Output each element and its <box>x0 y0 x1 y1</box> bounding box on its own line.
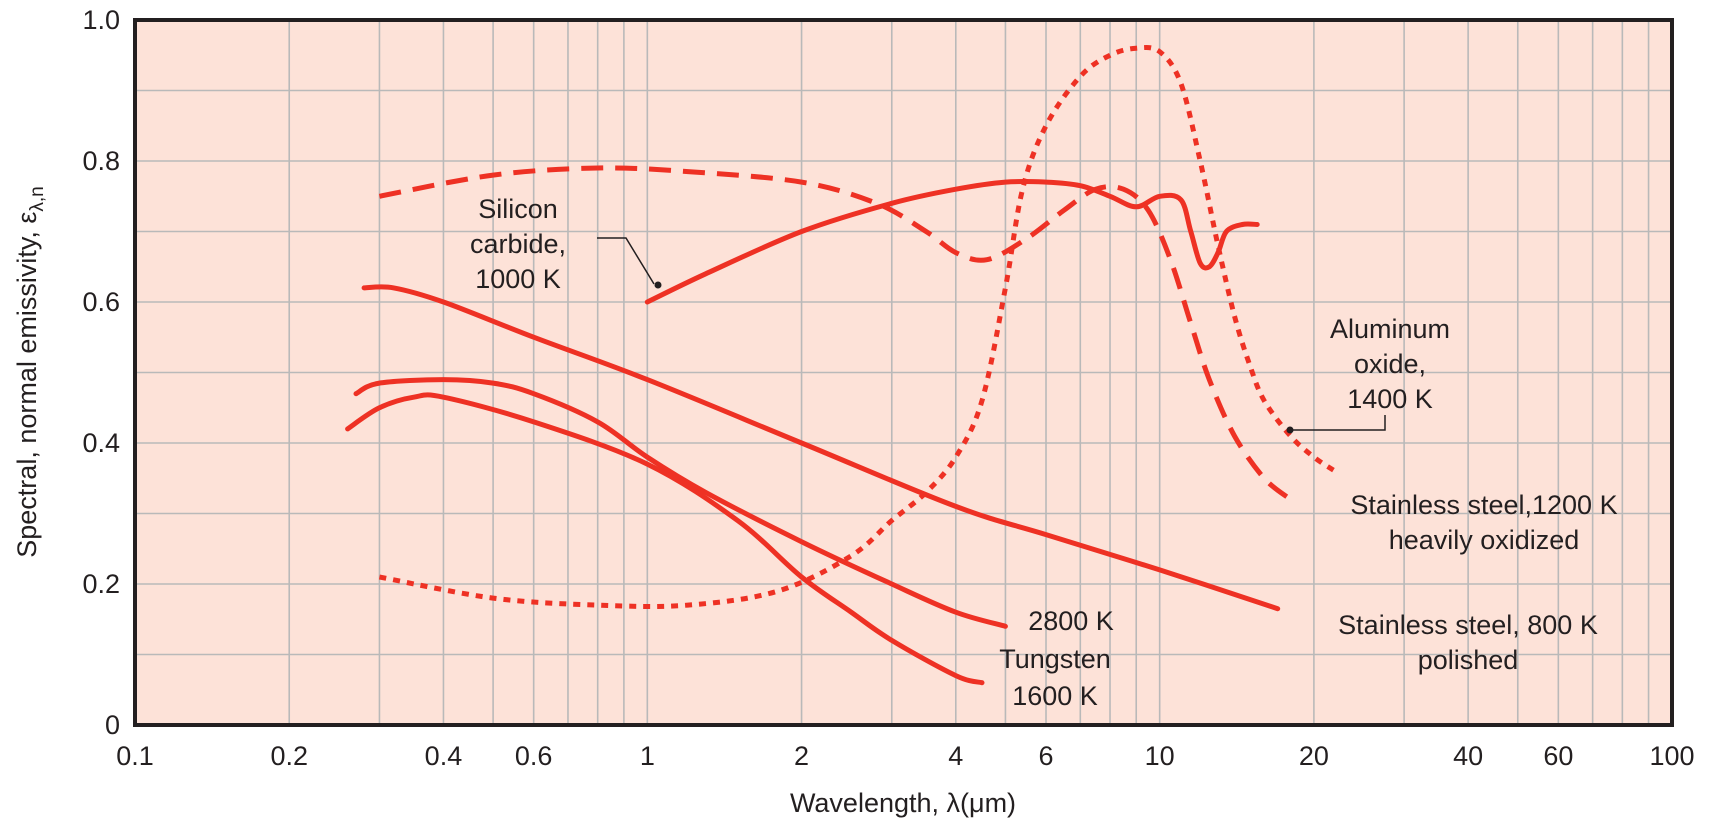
y-axis-tick-labels: 0 0.2 0.4 0.6 0.8 1.0 <box>82 5 120 740</box>
x-tick-label: 20 <box>1299 741 1329 771</box>
y-tick-label: 0.2 <box>82 569 120 599</box>
annotation-line: 2800 K <box>1028 606 1114 636</box>
annotation-ss800: Stainless steel, 800 K polished <box>1338 610 1598 675</box>
grid <box>135 20 1672 725</box>
annotation-w1600: Tungsten 1600 K <box>999 644 1111 711</box>
series-line-tungsten-1600-k <box>345 392 985 686</box>
series-line-stainless-steel-800-k-polished <box>361 284 1281 612</box>
plot-frame <box>133 18 1674 727</box>
y-tick-label: 0.8 <box>82 146 120 176</box>
x-tick-label: 2 <box>794 741 809 771</box>
x-tick-label: 6 <box>1038 741 1053 771</box>
annotation-ss1200: Stainless steel,1200 K heavily oxidized <box>1350 490 1617 555</box>
y-axis-title: Spectral, normal emissivity, ελ,n <box>12 186 48 557</box>
x-tick-label: 60 <box>1543 741 1573 771</box>
y-tick-label: 0 <box>105 710 120 740</box>
series-line-tungsten-2800-k <box>353 377 1008 629</box>
annotation-line: Stainless steel,1200 K <box>1350 490 1617 520</box>
series-group <box>345 45 1337 686</box>
x-tick-label: 0.2 <box>270 741 308 771</box>
annotation-line: Stainless steel, 800 K <box>1338 610 1598 640</box>
annotation-line: 1400 K <box>1347 384 1433 414</box>
x-axis-title: Wavelength, λ(μm) <box>790 788 1016 818</box>
annotation-line: polished <box>1418 645 1519 675</box>
x-tick-label: 0.6 <box>515 741 553 771</box>
x-tick-label: 0.4 <box>425 741 463 771</box>
annotation-w2800: 2800 K <box>1028 606 1114 636</box>
x-tick-label: 40 <box>1453 741 1483 771</box>
leader-dot-silicon-carbide <box>654 281 662 289</box>
leader-line-aluminum-oxide <box>1290 415 1386 431</box>
y-tick-label: 1.0 <box>82 5 120 35</box>
x-axis-tick-labels: 0.1 0.2 0.4 0.6 1 2 4 6 10 20 40 60 100 <box>116 741 1694 771</box>
x-tick-label: 0.1 <box>116 741 154 771</box>
annotation-line: 1600 K <box>1012 681 1098 711</box>
y-axis-title-main: Spectral, normal emissivity, ε <box>12 212 42 558</box>
x-tick-label: 100 <box>1649 741 1694 771</box>
annotation-sic: Silicon carbide, 1000 K <box>470 194 566 294</box>
y-axis-title-subscript: λ,n <box>27 186 48 211</box>
annotation-line: carbide, <box>470 229 566 259</box>
leader-line-silicon-carbide <box>597 237 655 285</box>
leader-lines <box>597 237 1386 434</box>
x-tick-label: 4 <box>948 741 963 771</box>
annotation-line: 1000 K <box>475 264 561 294</box>
annotations: Silicon carbide, 1000 K Aluminum oxide, 1400 … <box>470 194 1618 711</box>
series-line-stainless-steel-1200-k-heavily-oxidized <box>378 165 1293 502</box>
y-tick-label: 0.6 <box>82 287 120 317</box>
annotation-line: heavily oxidized <box>1389 525 1580 555</box>
leader-dot-aluminum-oxide <box>1286 426 1294 434</box>
annotation-line: oxide, <box>1354 349 1426 379</box>
annotation-line: Tungsten <box>999 644 1111 674</box>
x-tick-label: 10 <box>1145 741 1175 771</box>
annotation-line: Silicon <box>478 194 558 224</box>
x-tick-label: 1 <box>640 741 655 771</box>
y-tick-label: 0.4 <box>82 428 120 458</box>
annotation-line: Aluminum <box>1330 314 1450 344</box>
annotation-al2o3: Aluminum oxide, 1400 K <box>1330 314 1450 414</box>
